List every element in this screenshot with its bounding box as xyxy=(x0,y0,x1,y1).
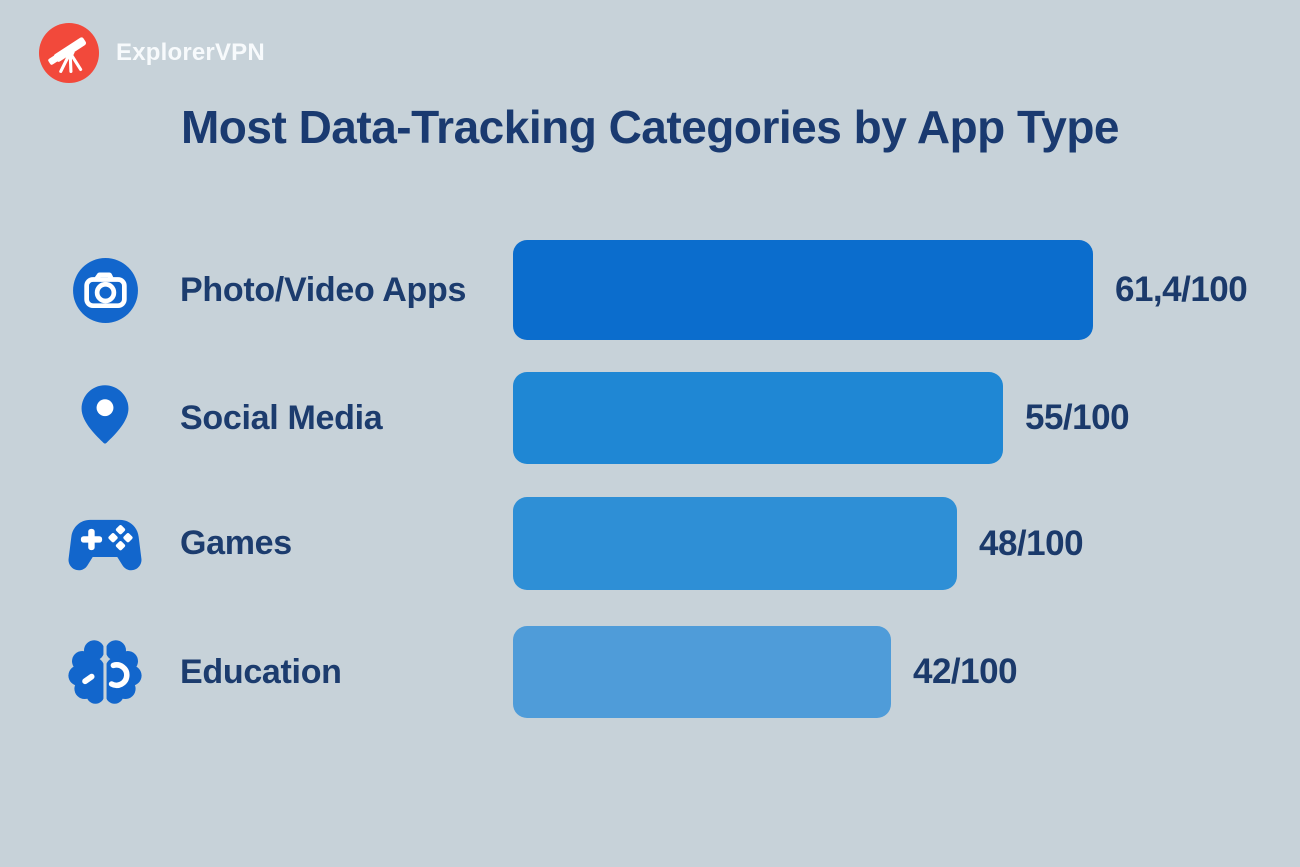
category-label: Social Media xyxy=(180,398,383,437)
value-label: 61,4/100 xyxy=(1115,270,1248,309)
telescope-logo-icon xyxy=(38,22,100,84)
location-pin-icon xyxy=(62,382,148,454)
camera-icon xyxy=(62,257,148,324)
gamepad-icon xyxy=(62,513,148,575)
bar-education xyxy=(513,626,891,718)
chart-row-games: Games 48/100 xyxy=(0,497,1300,590)
chart-row-social-media: Social Media 55/100 xyxy=(0,372,1300,464)
brain-icon xyxy=(62,636,148,708)
category-label: Games xyxy=(180,524,292,562)
bar-photo-video xyxy=(513,240,1093,340)
category-label: Education xyxy=(180,652,342,691)
value-label: 55/100 xyxy=(1025,398,1130,437)
chart-row-photo-video: Photo/Video Apps 61,4/100 xyxy=(0,240,1300,340)
category-label: Photo/Video Apps xyxy=(180,270,467,309)
chart-row-education: Education 42/100 xyxy=(0,626,1300,718)
page-title: Most Data-Tracking Categories by App Typ… xyxy=(180,101,1120,153)
bar-social-media xyxy=(513,372,1003,464)
value-label: 48/100 xyxy=(979,523,1084,563)
brand-header: ExplorerVPN xyxy=(38,22,265,84)
bar-games xyxy=(513,497,957,590)
brand-name: ExplorerVPN xyxy=(116,39,265,66)
value-label: 42/100 xyxy=(913,652,1018,691)
